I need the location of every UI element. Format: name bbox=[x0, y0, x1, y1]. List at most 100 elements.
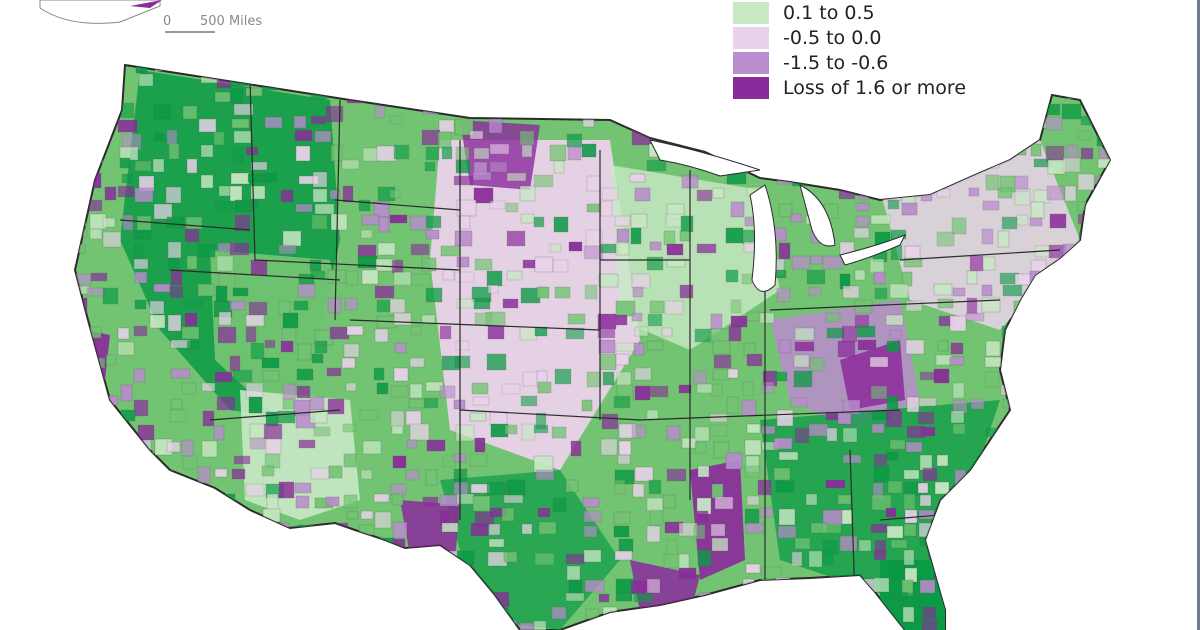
county-cell bbox=[696, 383, 713, 394]
county-cell bbox=[952, 382, 965, 399]
county-cell bbox=[920, 426, 936, 437]
county-cell bbox=[486, 353, 507, 371]
county-cell bbox=[1097, 87, 1110, 104]
county-cell bbox=[473, 187, 494, 204]
county-cell bbox=[1064, 537, 1083, 555]
county-cell bbox=[1078, 370, 1095, 380]
county-cell bbox=[373, 367, 385, 381]
county-cell bbox=[519, 130, 535, 146]
county-cell bbox=[966, 608, 983, 623]
county-cell bbox=[87, 65, 100, 73]
county-cell bbox=[1030, 452, 1045, 468]
county-cell bbox=[1079, 493, 1099, 507]
county-cell bbox=[75, 594, 90, 611]
county-cell bbox=[857, 339, 877, 351]
county-cell bbox=[824, 621, 844, 630]
county-cell bbox=[88, 172, 102, 189]
county-cell bbox=[75, 539, 90, 551]
county-cell bbox=[409, 423, 430, 441]
county-cell bbox=[808, 286, 822, 297]
county-cell bbox=[554, 368, 572, 385]
county-cell bbox=[856, 594, 870, 608]
county-cell bbox=[170, 550, 187, 561]
county-cell bbox=[645, 117, 666, 132]
county-cell bbox=[679, 284, 694, 299]
county-cell bbox=[329, 326, 350, 340]
county-cell bbox=[181, 619, 200, 630]
map-legend: 0.1 to 0.5 -0.5 to 0.0 -1.5 to -0.6 Loss… bbox=[733, 0, 966, 100]
county-cell bbox=[646, 159, 667, 172]
county-cell bbox=[869, 258, 885, 274]
county-cell bbox=[822, 509, 843, 526]
county-cell bbox=[198, 539, 214, 551]
county-cell bbox=[378, 216, 390, 233]
county-cell bbox=[362, 567, 378, 577]
county-cell bbox=[810, 255, 823, 265]
county-cell bbox=[727, 118, 739, 135]
county-cell bbox=[1094, 285, 1108, 299]
county-cell bbox=[1014, 146, 1027, 156]
county-cell bbox=[1014, 65, 1028, 79]
county-cell bbox=[1061, 103, 1082, 120]
county-cell bbox=[1048, 437, 1067, 449]
county-cell bbox=[936, 454, 949, 467]
county-cell bbox=[917, 411, 935, 425]
county-cell bbox=[552, 497, 567, 513]
county-cell bbox=[166, 129, 178, 146]
county-cell bbox=[117, 494, 138, 506]
county-cell bbox=[229, 300, 246, 311]
county-cell bbox=[201, 551, 215, 566]
county-cell bbox=[265, 593, 284, 607]
county-cell bbox=[662, 494, 676, 509]
county-cell bbox=[310, 270, 326, 280]
county-cell bbox=[1045, 482, 1062, 492]
county-cell bbox=[984, 553, 1000, 564]
county-cell bbox=[904, 622, 917, 630]
county-cell bbox=[745, 522, 764, 534]
county-cell bbox=[358, 199, 371, 212]
county-cell bbox=[1063, 497, 1075, 511]
county-cell bbox=[424, 161, 436, 172]
county-cell bbox=[534, 552, 555, 566]
county-cell bbox=[778, 242, 791, 260]
county-cell bbox=[568, 241, 583, 252]
county-cell bbox=[185, 299, 203, 309]
county-cell bbox=[1065, 73, 1081, 89]
county-cell bbox=[631, 129, 652, 146]
county-cell bbox=[1030, 299, 1043, 312]
county-cell bbox=[1001, 216, 1018, 230]
county-cell bbox=[1016, 214, 1029, 226]
county-cell bbox=[376, 145, 397, 162]
county-cell bbox=[233, 455, 251, 465]
county-cell bbox=[981, 297, 1001, 313]
county-cell bbox=[342, 423, 357, 433]
county-cell bbox=[134, 187, 154, 203]
county-cell bbox=[697, 465, 710, 478]
county-cell bbox=[360, 469, 373, 480]
county-cell bbox=[1080, 314, 1101, 332]
county-cell bbox=[473, 90, 490, 102]
county-cell bbox=[311, 353, 324, 364]
county-cell bbox=[631, 273, 651, 289]
county-cell bbox=[456, 256, 470, 268]
county-cell bbox=[1000, 466, 1018, 476]
county-cell bbox=[345, 270, 359, 286]
county-cell bbox=[790, 130, 803, 143]
county-cell bbox=[677, 117, 698, 131]
county-cell bbox=[825, 479, 846, 489]
county-cell bbox=[1031, 65, 1044, 76]
county-cell bbox=[1095, 524, 1110, 542]
county-cell bbox=[134, 299, 147, 310]
lake-michigan bbox=[749, 184, 777, 292]
county-cell bbox=[472, 495, 491, 512]
county-cell bbox=[105, 65, 121, 74]
county-cell bbox=[773, 437, 793, 450]
county-cell bbox=[133, 243, 145, 259]
county-cell bbox=[248, 301, 268, 316]
county-cell bbox=[887, 480, 903, 494]
county-cell bbox=[966, 270, 978, 285]
county-cell bbox=[774, 371, 788, 382]
county-cell bbox=[681, 605, 693, 620]
county-cell bbox=[937, 340, 949, 352]
county-cell bbox=[871, 158, 884, 176]
